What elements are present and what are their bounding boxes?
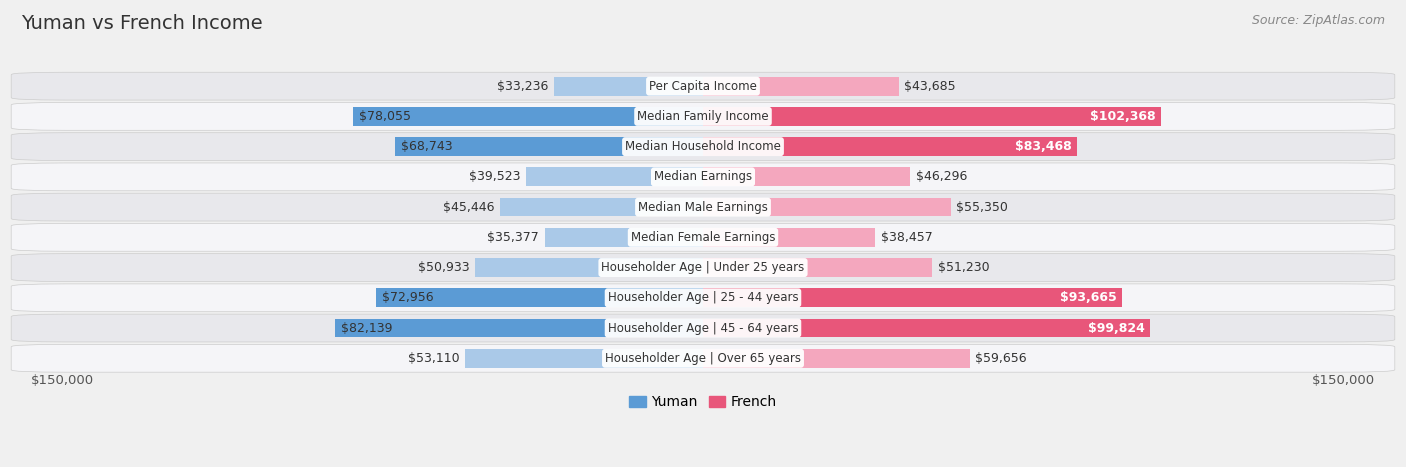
Text: Median Male Earnings: Median Male Earnings xyxy=(638,201,768,213)
FancyBboxPatch shape xyxy=(11,102,1395,130)
Bar xyxy=(703,318,1150,338)
Bar xyxy=(703,107,1161,126)
Text: Median Household Income: Median Household Income xyxy=(626,140,780,153)
Bar xyxy=(703,258,932,277)
Text: $68,743: $68,743 xyxy=(401,140,453,153)
Bar xyxy=(377,289,703,307)
Bar xyxy=(465,349,703,368)
Legend: Yuman, French: Yuman, French xyxy=(623,389,783,415)
Text: Householder Age | Under 25 years: Householder Age | Under 25 years xyxy=(602,261,804,274)
Text: $102,368: $102,368 xyxy=(1091,110,1156,123)
Text: $53,110: $53,110 xyxy=(408,352,460,365)
Bar xyxy=(499,198,703,217)
Text: $43,685: $43,685 xyxy=(904,80,956,92)
Text: $72,956: $72,956 xyxy=(381,291,433,304)
Text: $78,055: $78,055 xyxy=(359,110,411,123)
Text: $46,296: $46,296 xyxy=(915,170,967,184)
Text: $50,933: $50,933 xyxy=(418,261,470,274)
Text: Householder Age | 45 - 64 years: Householder Age | 45 - 64 years xyxy=(607,322,799,334)
Text: Householder Age | Over 65 years: Householder Age | Over 65 years xyxy=(605,352,801,365)
Bar xyxy=(703,289,1122,307)
FancyBboxPatch shape xyxy=(11,133,1395,161)
Text: $55,350: $55,350 xyxy=(956,201,1008,213)
Text: $45,446: $45,446 xyxy=(443,201,494,213)
Bar xyxy=(554,77,703,96)
Text: $38,457: $38,457 xyxy=(880,231,932,244)
Bar xyxy=(703,198,950,217)
Bar xyxy=(475,258,703,277)
FancyBboxPatch shape xyxy=(11,193,1395,221)
Text: Source: ZipAtlas.com: Source: ZipAtlas.com xyxy=(1251,14,1385,27)
Text: Householder Age | 25 - 44 years: Householder Age | 25 - 44 years xyxy=(607,291,799,304)
Text: $150,000: $150,000 xyxy=(31,374,94,387)
FancyBboxPatch shape xyxy=(11,163,1395,191)
Text: $93,665: $93,665 xyxy=(1060,291,1116,304)
Bar xyxy=(544,228,703,247)
FancyBboxPatch shape xyxy=(11,254,1395,282)
Bar xyxy=(703,168,910,186)
FancyBboxPatch shape xyxy=(11,344,1395,372)
Text: Median Earnings: Median Earnings xyxy=(654,170,752,184)
Text: $59,656: $59,656 xyxy=(976,352,1028,365)
Bar xyxy=(395,137,703,156)
Text: Per Capita Income: Per Capita Income xyxy=(650,80,756,92)
Text: Median Family Income: Median Family Income xyxy=(637,110,769,123)
Text: Yuman vs French Income: Yuman vs French Income xyxy=(21,14,263,33)
Bar xyxy=(703,137,1077,156)
Bar xyxy=(353,107,703,126)
Text: $33,236: $33,236 xyxy=(498,80,548,92)
Bar xyxy=(335,318,703,338)
Bar xyxy=(526,168,703,186)
Text: $83,468: $83,468 xyxy=(1015,140,1071,153)
Text: $99,824: $99,824 xyxy=(1088,322,1144,334)
FancyBboxPatch shape xyxy=(11,314,1395,342)
Text: $82,139: $82,139 xyxy=(340,322,392,334)
Text: $51,230: $51,230 xyxy=(938,261,990,274)
FancyBboxPatch shape xyxy=(11,223,1395,251)
Bar xyxy=(703,77,898,96)
Bar xyxy=(703,228,875,247)
FancyBboxPatch shape xyxy=(11,72,1395,100)
Text: $150,000: $150,000 xyxy=(1312,374,1375,387)
Text: $35,377: $35,377 xyxy=(488,231,540,244)
FancyBboxPatch shape xyxy=(11,284,1395,311)
Text: Median Female Earnings: Median Female Earnings xyxy=(631,231,775,244)
Bar xyxy=(703,349,970,368)
Text: $39,523: $39,523 xyxy=(470,170,520,184)
